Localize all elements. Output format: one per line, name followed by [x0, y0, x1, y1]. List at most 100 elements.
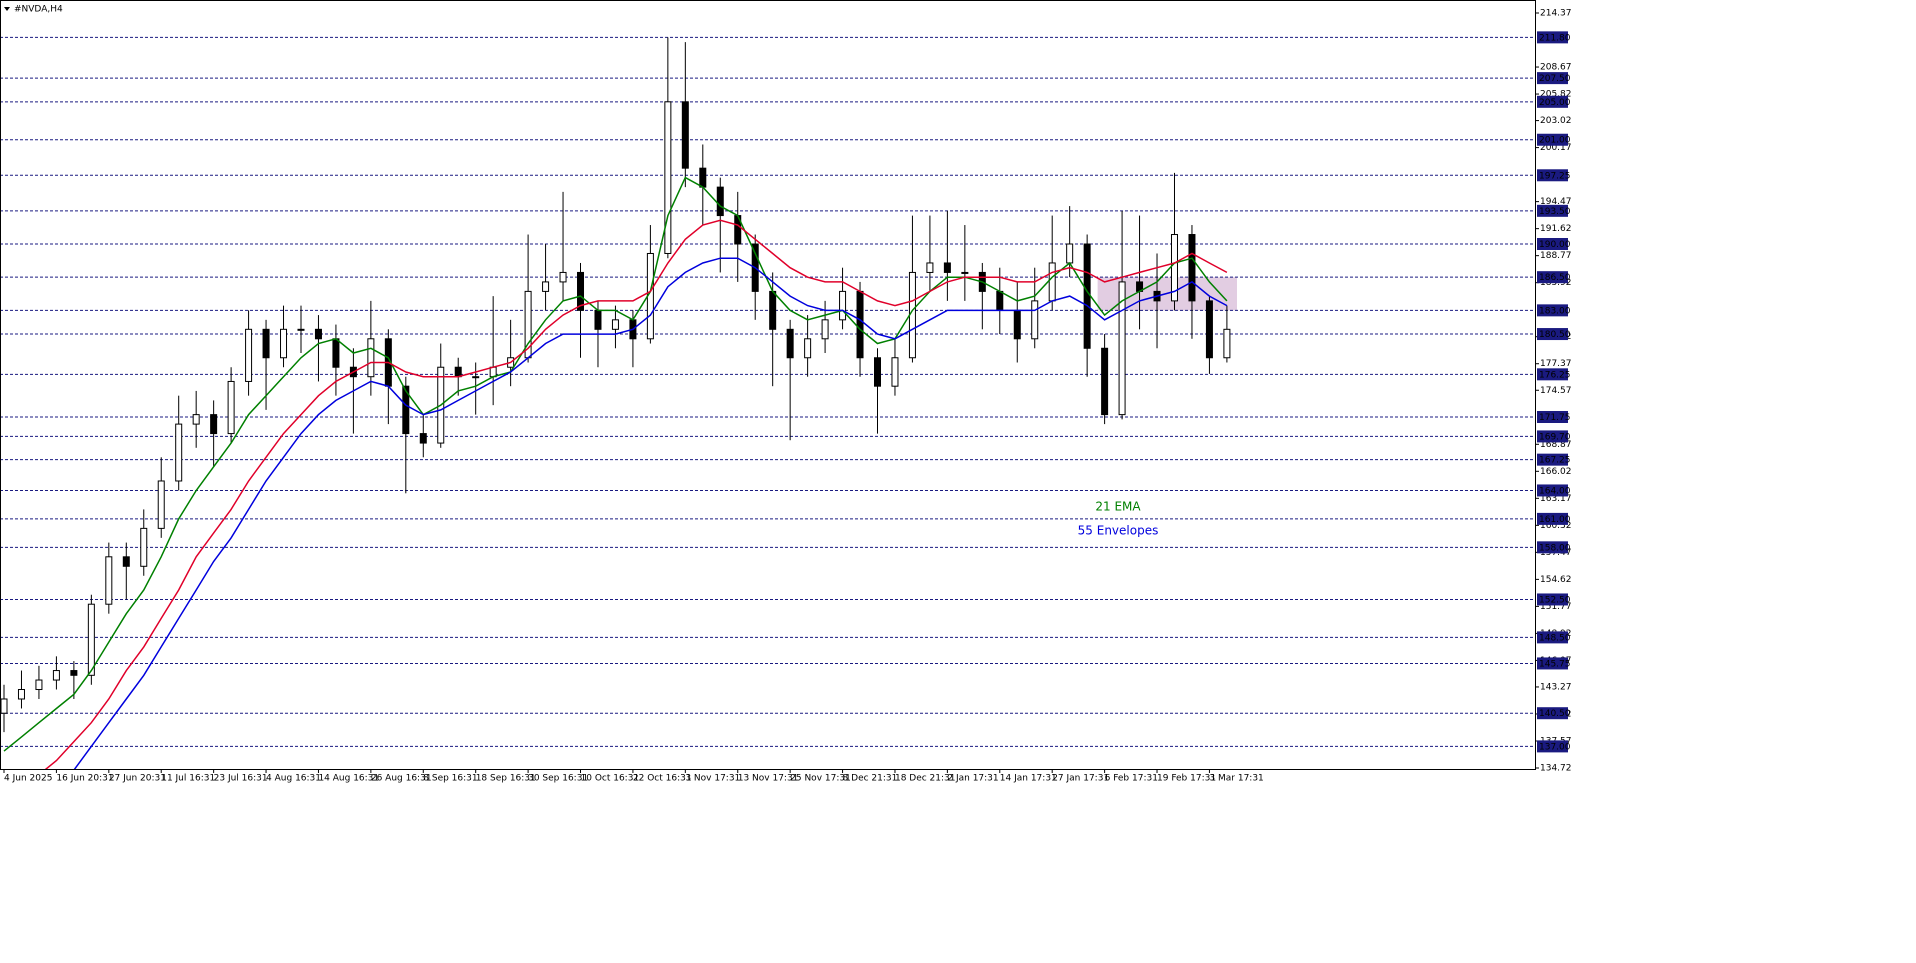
y-tick-label: 205.82	[1540, 90, 1572, 100]
y-tick-label: 188.77	[1540, 251, 1572, 261]
candle-body	[1, 698, 8, 714]
y-tick-label: 200.17	[1540, 143, 1572, 153]
x-tick-label: 18 Sep 16:31	[476, 774, 536, 784]
candle-body	[17, 689, 25, 700]
candle-body	[472, 376, 480, 379]
y-tick-label: 151.77	[1540, 602, 1572, 612]
y-tick-label: 191.62	[1540, 224, 1572, 234]
level-label: 190.00	[1539, 240, 1571, 250]
candle-body	[280, 328, 288, 359]
level-label-box	[1537, 541, 1568, 554]
plot	[1, 36, 1535, 769]
level-label: 140.50	[1539, 709, 1571, 719]
candle-body	[943, 262, 951, 273]
level-label: 137.00	[1539, 742, 1571, 752]
candle-body	[1066, 243, 1074, 264]
candle-body	[1101, 347, 1109, 416]
x-tick-label: 26 Aug 16:31	[371, 774, 432, 784]
candle-body	[839, 290, 847, 321]
ema-line	[73, 257, 1228, 769]
x-tick-label: 8 Dec 21:31	[843, 774, 898, 784]
y-tick-label: 177.37	[1540, 359, 1572, 369]
level-label-box	[1537, 430, 1568, 443]
x-tick-label: 8 Sep 16:31	[423, 774, 477, 784]
candle-body	[542, 281, 550, 292]
axis: 214.37 208.67 205.82 203.02 200.17 194.47 191.…	[3, 9, 1572, 784]
candle-body	[961, 271, 969, 274]
level-label-box	[1537, 133, 1568, 146]
y-tick-label: 208.67	[1540, 63, 1572, 73]
candle-body	[577, 271, 585, 311]
level-label: 169.70	[1539, 432, 1571, 442]
candle-body	[210, 414, 218, 435]
candle-body	[314, 328, 322, 340]
level-label: 167.25	[1539, 456, 1571, 466]
level-label: 145.75	[1539, 659, 1571, 669]
ema-line	[3, 176, 1228, 752]
candle-body	[926, 262, 934, 273]
y-tick-label: 203.02	[1540, 116, 1572, 126]
level-label: 180.50	[1539, 330, 1571, 340]
candle-body	[227, 380, 235, 435]
x-tick-label: 14 Aug 16:31	[318, 774, 379, 784]
level-label-box	[1537, 631, 1568, 644]
candle-body	[1170, 234, 1178, 302]
candle-body	[35, 679, 43, 691]
candle-body	[716, 186, 724, 217]
level-label-box	[1537, 31, 1568, 44]
level-label-box	[1537, 238, 1568, 251]
level-label: 148.50	[1539, 633, 1571, 643]
x-tick-label: 4 Jun 2025	[4, 774, 52, 784]
candle-body	[175, 423, 183, 482]
candle-body	[856, 290, 864, 359]
candle-body	[157, 480, 165, 529]
level-label-box	[1537, 204, 1568, 217]
candle-body	[52, 670, 60, 681]
level-label: 152.50	[1539, 595, 1571, 605]
y-tick-label: 174.57	[1540, 386, 1572, 396]
level-label: 176.25	[1539, 370, 1571, 380]
level-label: 161.00	[1539, 515, 1571, 525]
x-tick-label: 23 Jul 16:31	[214, 774, 268, 784]
candle-body	[489, 366, 497, 378]
y-tick-label: 163.17	[1540, 494, 1572, 504]
level-label-box	[1537, 512, 1568, 525]
level-label-box	[1537, 657, 1568, 670]
y-tick-label: 194.47	[1540, 197, 1572, 207]
y-tick-label: 168.87	[1540, 440, 1572, 450]
x-tick-label: 6 Feb 17:31	[1105, 774, 1158, 784]
candle-body	[1205, 300, 1213, 359]
level-label-box	[1537, 707, 1568, 720]
x-tick-label: 16 Jun 20:31	[56, 774, 113, 784]
candle-body	[1031, 300, 1039, 340]
candle-body	[1083, 243, 1091, 349]
menu-arrow[interactable]	[4, 7, 10, 11]
candle-body	[1013, 309, 1021, 340]
level-label-box	[1537, 453, 1568, 466]
candle-body	[559, 271, 567, 283]
candle-body	[1118, 281, 1126, 416]
x-tick-label: 4 Aug 16:31	[266, 774, 321, 784]
level-label: 205.00	[1539, 98, 1571, 108]
candle-body	[122, 556, 130, 567]
candle-body	[804, 338, 812, 359]
candle-body	[332, 338, 340, 368]
x-tick-label: 10 Oct 16:31	[581, 774, 640, 784]
level-label: 201.00	[1539, 136, 1571, 146]
candle-body	[367, 338, 375, 378]
candle-body	[611, 319, 619, 330]
candle-body	[874, 357, 881, 387]
candle-body	[594, 309, 602, 330]
candle-body	[1048, 262, 1056, 302]
level-label-box	[1537, 95, 1568, 108]
x-tick-label: 19 Feb 17:31	[1157, 774, 1216, 784]
level-label: 193.50	[1539, 207, 1571, 217]
candle-body	[419, 433, 427, 444]
x-tick-label: 27 Jun 20:31	[109, 774, 166, 784]
x-tick-label: 11 Jul 16:31	[161, 774, 215, 784]
x-tick-label: 3 Nov 17:31	[685, 774, 740, 784]
level-label: 171.75	[1539, 413, 1571, 423]
y-tick-label: 160.32	[1540, 521, 1572, 531]
candle-body	[821, 319, 829, 340]
candle-body	[140, 527, 148, 567]
